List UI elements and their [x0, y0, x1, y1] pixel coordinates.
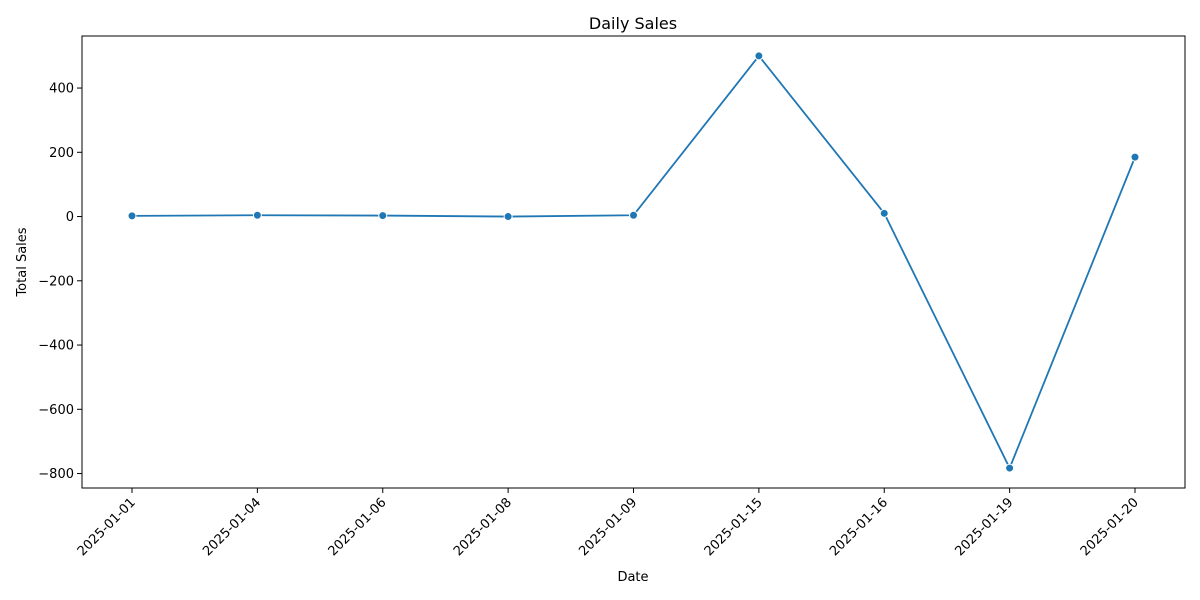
- y-axis-ticks: −800 −600 −400 −200 0 200 400: [38, 82, 82, 482]
- plot-frame: [81, 35, 1186, 489]
- data-point: [127, 211, 137, 221]
- y-tick-label: 400: [49, 82, 74, 97]
- y-tick-label: −400: [38, 339, 74, 354]
- x-tick-label: 2025-01-15: [702, 495, 766, 559]
- y-tick-label: 0: [66, 210, 74, 225]
- x-tick-label: 2025-01-19: [952, 495, 1016, 559]
- data-point: [629, 210, 638, 220]
- data-point: [754, 51, 764, 61]
- data-point: [252, 210, 262, 220]
- y-tick-label: −800: [38, 467, 74, 482]
- y-tick-label: 200: [49, 146, 74, 161]
- data-point: [1130, 152, 1140, 162]
- x-tick-label: 2025-01-09: [576, 495, 640, 559]
- data-point: [378, 211, 388, 221]
- data-point: [879, 208, 889, 218]
- y-tick-label: −200: [38, 274, 74, 289]
- y-tick-label: −600: [38, 403, 74, 418]
- x-tick-label: 2025-01-01: [75, 495, 139, 559]
- series-layer: [127, 51, 1140, 473]
- y-axis-label: Total Sales: [15, 227, 30, 297]
- x-tick-label: 2025-01-08: [451, 495, 515, 559]
- x-axis-ticks: 2025-01-01 2025-01-04 2025-01-06 2025-01-08…: [75, 488, 1142, 559]
- x-tick-label: 2025-01-06: [326, 495, 390, 559]
- x-tick-label: 2025-01-04: [200, 495, 264, 559]
- x-axis-label: Date: [617, 570, 648, 585]
- data-point: [1005, 463, 1015, 473]
- chart-title: Daily Sales: [589, 14, 677, 33]
- series-line: [131, 55, 1136, 469]
- x-tick-label: 2025-01-16: [827, 495, 891, 559]
- data-point: [503, 212, 513, 222]
- x-tick-label: 2025-01-20: [1078, 495, 1142, 559]
